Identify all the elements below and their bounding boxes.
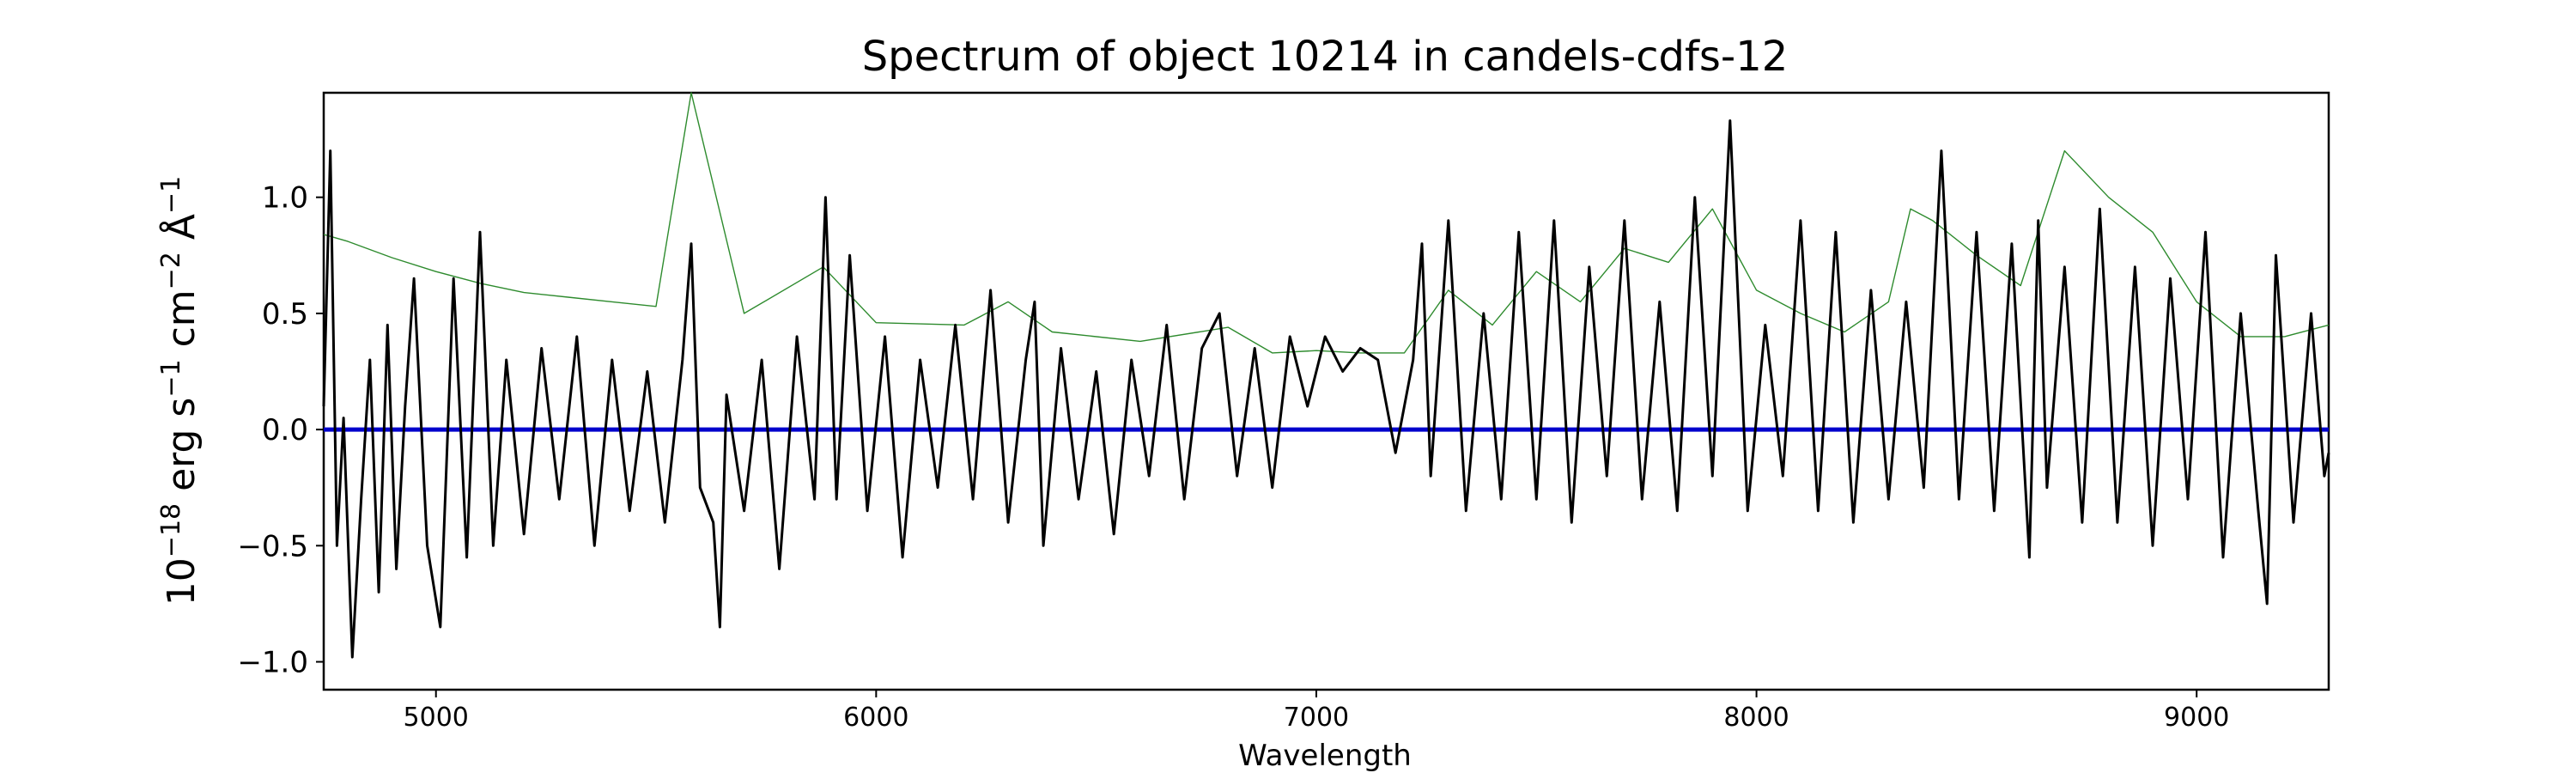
y-tick-label: 0.0 xyxy=(262,413,308,447)
chart-title: Spectrum of object 10214 in candels-cdfs… xyxy=(862,33,1789,81)
y-tick-label: −0.5 xyxy=(237,529,308,563)
y-axis-label-mid3: Å xyxy=(158,214,204,252)
x-tick-label: 6000 xyxy=(843,703,908,733)
tick-layer: 5000 6000 7000 8000 9000 −1.0 −0.5 0.0 0.5 1.0 xyxy=(237,181,2229,733)
y-axis-label-mid2: cm xyxy=(160,289,204,359)
flux-spectrum-line xyxy=(322,119,2330,659)
y-axis-label-exp3: −2 xyxy=(156,252,186,289)
y-axis-label-mid: erg s xyxy=(160,398,204,503)
x-tick-label: 7000 xyxy=(1284,703,1349,733)
x-tick-label: 5000 xyxy=(404,703,469,733)
y-axis-label-base: 10 xyxy=(160,557,204,606)
x-axis-label: Wavelength xyxy=(1238,739,1412,773)
x-tick-label: 8000 xyxy=(1723,703,1789,733)
y-axis-label-exp2: −1 xyxy=(156,359,186,397)
y-axis-label-exp4: −1 xyxy=(156,176,186,214)
y-tick-label: −1.0 xyxy=(237,646,308,680)
y-tick-label: 0.5 xyxy=(262,297,308,332)
x-tick-label: 9000 xyxy=(2164,703,2229,733)
plot-area: 5000 6000 7000 8000 9000 −1.0 −0.5 0.0 0.5 1.0 xyxy=(237,91,2330,733)
series-layer xyxy=(322,92,2330,659)
y-axis-label: 10−18 erg s−1 cm−2 Å−1 xyxy=(156,176,204,606)
y-tick-label: 1.0 xyxy=(262,181,308,216)
plot-frame xyxy=(322,91,2330,691)
y-axis-label-exp1: −18 xyxy=(156,503,186,557)
